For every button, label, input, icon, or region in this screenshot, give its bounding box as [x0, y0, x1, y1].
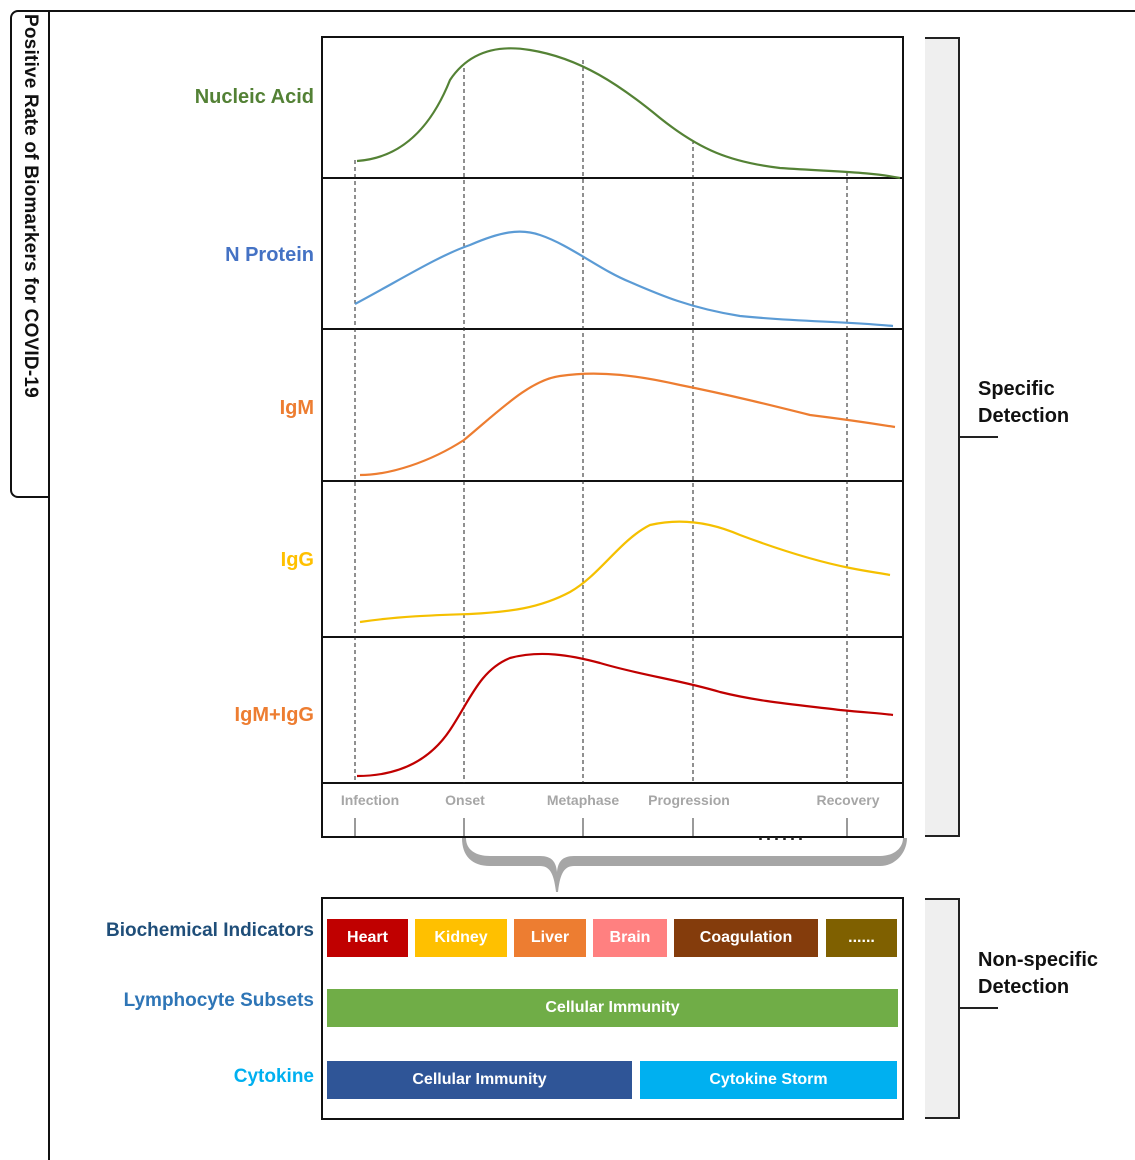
stage-label-infection: Infection	[341, 792, 399, 808]
specific-bracket-bottom	[925, 835, 960, 837]
label-igg: IgG	[280, 549, 314, 571]
box-cytokine-cellular-immunity: Cellular Immunity	[327, 1061, 632, 1099]
side-title-tab	[10, 10, 48, 498]
box-liver: Liver	[514, 919, 586, 957]
label-lymphocyte-subsets: Lymphocyte Subsets	[123, 990, 314, 1011]
igg-curve	[359, 520, 891, 624]
label-n-protein: N Protein	[225, 244, 314, 266]
nonspecific-bracket-tick	[958, 1007, 998, 1009]
box-heart: Heart	[327, 919, 408, 957]
box-cytokine-storm: Cytokine Storm	[640, 1061, 897, 1099]
stage-label-recovery: Recovery	[816, 792, 879, 808]
side-title: Positive Rate of Biomarkers for COVID-19	[20, 14, 41, 398]
nonspecific-detection-line2: Detection	[978, 976, 1070, 998]
axis-ellipsis: ......	[758, 824, 806, 844]
axis-ticks	[354, 818, 848, 836]
stage-label-progression: Progression	[648, 792, 730, 808]
specific-bracket-tick	[958, 436, 998, 438]
box-brain: Brain	[593, 919, 667, 957]
label-cytokine: Cytokine	[233, 1066, 314, 1087]
igm-igg-curve	[356, 652, 894, 778]
nonspecific-bracket-top	[925, 898, 960, 900]
box-coagulation: Coagulation	[674, 919, 818, 957]
box-kidney: Kidney	[415, 919, 507, 957]
n-protein-curve	[354, 230, 894, 328]
stage-label-metaphase: Metaphase	[547, 792, 620, 808]
nucleic-acid-curve	[356, 47, 901, 180]
nonspecific-detection-label: Non-specific Detection	[978, 947, 1098, 1001]
specific-detection-label: Specific Detection	[978, 376, 1069, 430]
nonspecific-panel-frame	[321, 897, 904, 1120]
outer-frame	[48, 10, 1135, 1160]
label-igm-igg: IgM+IgG	[234, 704, 314, 726]
specific-bracket-top	[925, 37, 960, 39]
connecting-brace	[462, 838, 907, 892]
box-lymphocyte-cellular-immunity: Cellular Immunity	[327, 989, 898, 1027]
stage-guides	[354, 60, 848, 783]
nonspecific-detection-line1: Non-specific	[978, 949, 1099, 971]
nonspecific-bracket-bottom	[925, 1117, 960, 1119]
nonspecific-bracket-bar	[925, 898, 960, 1119]
specific-detection-line1: Specific	[978, 378, 1055, 400]
specific-panel-frame	[321, 36, 904, 838]
label-biochemical-indicators: Biochemical Indicators	[105, 920, 314, 941]
igm-curve	[359, 372, 896, 477]
stage-label-onset: Onset	[445, 792, 485, 808]
specific-detection-line2: Detection	[978, 405, 1070, 427]
box-more: ......	[826, 919, 897, 957]
label-nucleic-acid: Nucleic Acid	[194, 86, 314, 108]
specific-bracket-bar	[925, 37, 960, 837]
label-igm: IgM	[279, 397, 314, 419]
